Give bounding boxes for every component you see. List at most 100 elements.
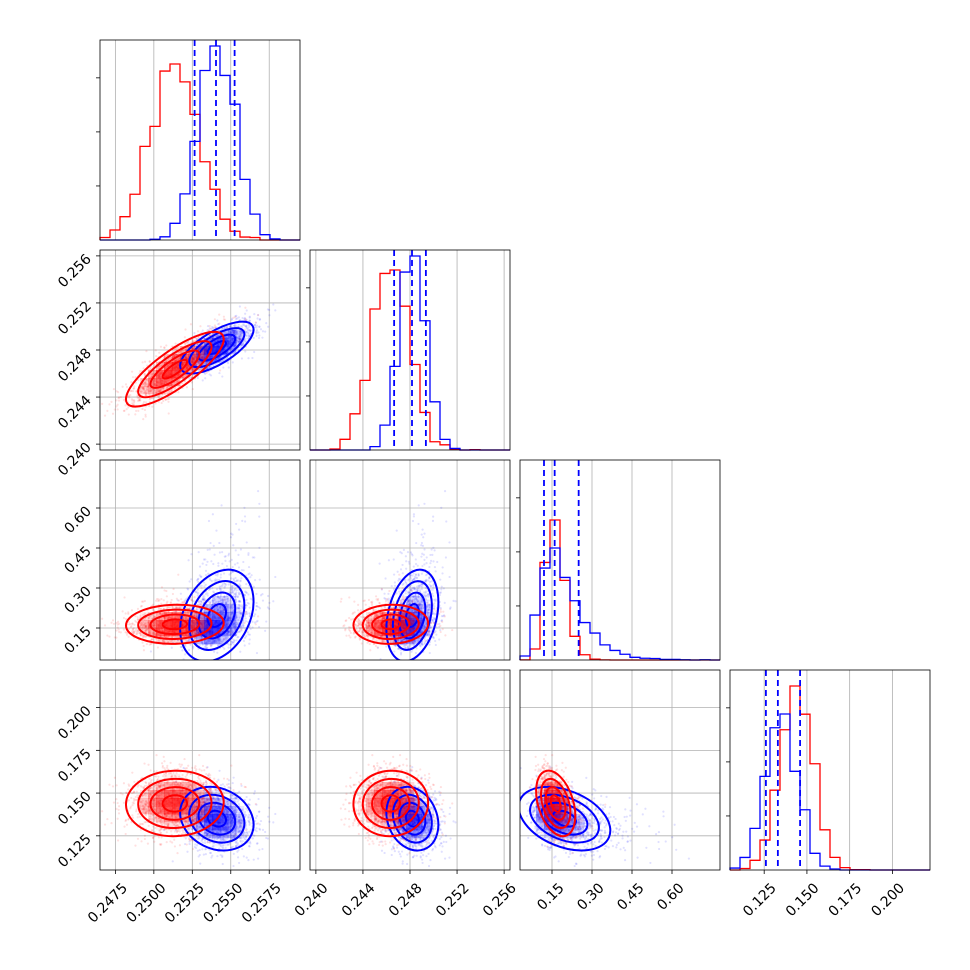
scatter-point (233, 623, 236, 626)
scatter-point (227, 554, 230, 557)
scatter-point (151, 624, 154, 627)
scatter-point (178, 350, 181, 354)
scatter-point (148, 630, 151, 633)
scatter-point (200, 614, 203, 617)
scatter-point (251, 356, 254, 360)
scatter-point (246, 334, 249, 337)
scatter-point (255, 592, 258, 596)
scatter-point (141, 361, 144, 364)
scatter-point (236, 623, 239, 626)
scatter-point (239, 600, 242, 604)
scatter-point (148, 368, 151, 372)
scatter-point (198, 348, 201, 351)
scatter-point (127, 620, 130, 624)
scatter-point (227, 646, 230, 649)
scatter-point (165, 589, 168, 593)
scatter-point (194, 636, 197, 640)
panel-frame (309, 249, 511, 451)
scatter-point (231, 347, 234, 350)
scatter-point (223, 326, 226, 330)
scatter-point (236, 595, 239, 598)
scatter-point (180, 645, 183, 649)
scatter-point (172, 355, 176, 358)
scatter-point (117, 396, 121, 399)
scatter-point (167, 611, 170, 614)
contour-line (124, 330, 225, 408)
scatter-point (155, 389, 159, 392)
scatter-point (157, 395, 160, 398)
scatter-point (152, 379, 155, 383)
scatter-point (148, 378, 151, 381)
scatter-point (176, 615, 180, 619)
scatter-point (200, 356, 203, 359)
scatter-point (224, 582, 227, 586)
scatter-point (171, 345, 174, 348)
scatter-point (148, 643, 151, 646)
scatter-point (204, 569, 208, 572)
scatter-point (248, 316, 251, 319)
scatter-point (200, 352, 203, 355)
scatter-point (234, 599, 237, 602)
scatter-point (210, 643, 214, 646)
scatter-point (229, 536, 233, 539)
scatter-point (230, 643, 233, 646)
scatter-point (235, 522, 238, 526)
scatter-point (206, 643, 209, 646)
scatter-point (238, 612, 241, 615)
scatter-point (238, 604, 241, 607)
scatter-point (200, 636, 203, 639)
scatter-point (230, 532, 233, 535)
scatter-point (127, 611, 130, 614)
scatter-point (146, 364, 149, 367)
scatter-point (244, 620, 247, 623)
scatter-point (206, 324, 210, 328)
scatter-point (229, 586, 232, 589)
scatter-point (188, 638, 191, 641)
scatter-point (235, 621, 238, 624)
scatter-point (162, 399, 165, 403)
scatter-point (217, 562, 220, 565)
scatter-point (185, 606, 188, 610)
scatter-point (246, 326, 249, 330)
scatter-point (174, 353, 178, 356)
scatter-point (213, 318, 216, 321)
scatter-point (186, 607, 190, 610)
density-cell (156, 378, 165, 387)
scatter-point (229, 628, 233, 631)
scatter-point (245, 583, 248, 586)
scatter-point (131, 627, 134, 631)
scatter-point (186, 587, 189, 590)
scatter-point (204, 642, 207, 646)
scatter-point (176, 599, 179, 602)
scatter-point (235, 341, 238, 344)
scatter-point (103, 414, 107, 417)
scatter-point (151, 624, 154, 627)
scatter-point (238, 339, 241, 342)
scatter-point (238, 592, 241, 595)
scatter-point (247, 357, 250, 360)
scatter-point (231, 329, 234, 332)
scatter-point (222, 366, 225, 369)
scatter-point (191, 347, 194, 350)
scatter-point (191, 338, 194, 342)
scatter-point (218, 541, 221, 545)
scatter-point (198, 636, 201, 639)
scatter-point (245, 334, 248, 337)
scatter-point (244, 613, 247, 616)
scatter-point (230, 329, 233, 332)
scatter-point (183, 653, 187, 656)
scatter-point (172, 587, 175, 591)
scatter-point (157, 390, 160, 393)
scatter-point (143, 623, 146, 627)
scatter-point (238, 583, 241, 586)
scatter-point (166, 398, 169, 401)
scatter-point (149, 650, 153, 653)
scatter-point (158, 390, 161, 393)
scatter-point (174, 342, 177, 345)
density-cell (212, 346, 221, 355)
scatter-point (204, 583, 207, 586)
scatter-point (234, 624, 237, 628)
scatter-point (245, 611, 248, 614)
scatter-point (205, 563, 208, 567)
scatter-point (192, 340, 195, 343)
